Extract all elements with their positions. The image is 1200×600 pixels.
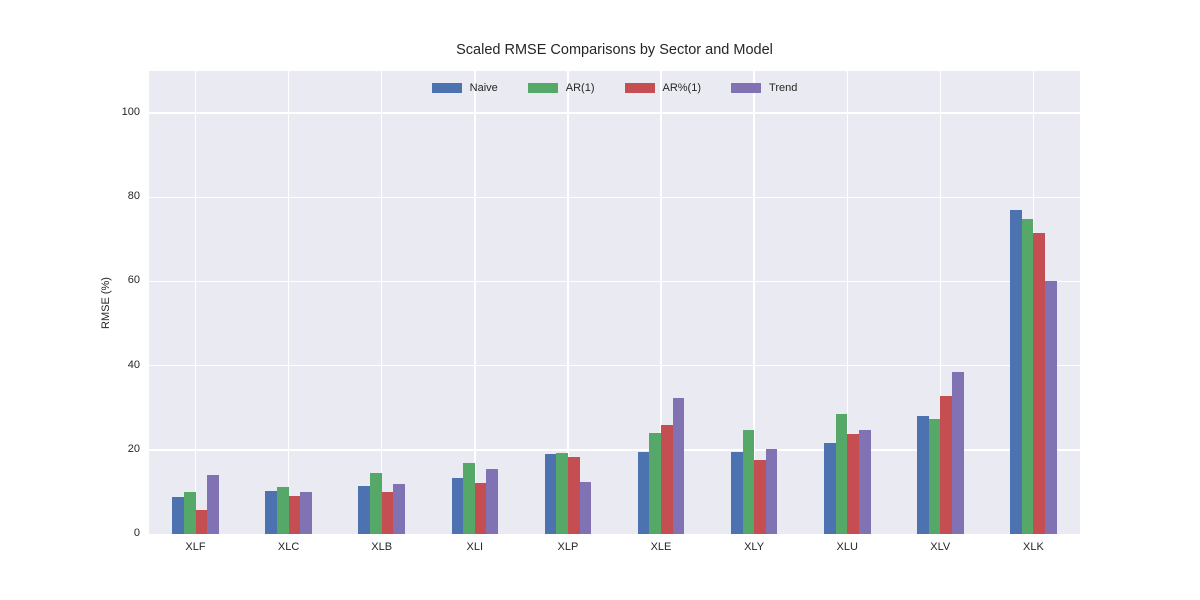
bar-XLP-Naive [544, 454, 557, 534]
gridline-horizontal [149, 449, 1080, 451]
bar-XLP-AR%(1) [567, 457, 580, 534]
bar-XLI-Naive [451, 477, 464, 534]
bar-XLB-Trend [393, 484, 405, 534]
bar-XLU-Trend [858, 429, 871, 534]
y-tick-label: 60 [127, 274, 140, 287]
y-tick-label: 100 [121, 106, 140, 119]
bar-XLU-AR(1) [835, 413, 848, 534]
x-tick-label-XLE: XLE [650, 541, 672, 553]
bar-XLV-Trend [951, 371, 964, 534]
bar-XLV-Naive [917, 416, 929, 534]
bar-XLV-AR(1) [928, 418, 941, 534]
bar-XLK-AR%(1) [1033, 233, 1046, 534]
gridline-vertical [567, 71, 569, 534]
bar-XLC-AR%(1) [288, 496, 301, 534]
bar-XLI-AR%(1) [474, 482, 487, 534]
bar-XLF-Trend [207, 475, 219, 534]
x-tick-label-XLF: XLF [185, 541, 206, 553]
gridline-horizontal [149, 280, 1080, 283]
x-tick-label-XLC: XLC [277, 541, 300, 553]
bar-XLP-AR(1) [556, 453, 568, 534]
gridline-horizontal [149, 364, 1080, 367]
bar-XLY-AR(1) [742, 429, 755, 534]
gridline-vertical [753, 71, 755, 534]
x-tick-label-XLP: XLP [557, 541, 579, 553]
bar-XLB-AR%(1) [381, 491, 394, 534]
bar-XLI-AR(1) [463, 463, 475, 534]
gridline-horizontal [149, 112, 1080, 114]
gridline-vertical [474, 71, 476, 534]
bar-XLU-Naive [823, 443, 836, 534]
bar-XLK-Naive [1010, 209, 1022, 534]
bar-XLF-Naive [172, 496, 184, 534]
bar-XLV-AR%(1) [940, 395, 952, 534]
x-tick-label-XLB: XLB [371, 541, 393, 553]
bar-XLY-Naive [730, 452, 743, 534]
gridline-vertical [287, 71, 290, 534]
x-tick-label-XLV: XLV [930, 541, 951, 553]
y-tick-label: 40 [127, 358, 140, 371]
bar-XLE-AR%(1) [661, 425, 673, 534]
gridline-vertical [660, 71, 662, 534]
y-tick-label: 20 [127, 442, 140, 455]
gridline-vertical [939, 71, 942, 534]
y-tick-label: 0 [133, 527, 140, 539]
bar-XLY-Trend [765, 449, 778, 534]
x-tick-label-XLY: XLY [744, 541, 765, 553]
bar-XLB-AR(1) [370, 473, 382, 534]
plot-area [149, 71, 1080, 534]
bar-XLK-Trend [1045, 280, 1057, 534]
bar-XLE-AR(1) [649, 433, 662, 534]
bar-XLB-Naive [358, 486, 371, 534]
bar-XLC-AR(1) [277, 487, 289, 534]
gridline-vertical [381, 71, 383, 534]
gridline-vertical [194, 71, 197, 534]
bar-XLC-Naive [265, 490, 277, 534]
bar-XLY-AR%(1) [754, 459, 766, 534]
bar-XLK-AR(1) [1021, 219, 1034, 534]
chart-title: Scaled RMSE Comparisons by Sector and Mo… [456, 42, 773, 58]
bar-XLP-Trend [579, 481, 592, 534]
gridline-horizontal [149, 196, 1080, 198]
bar-XLU-AR%(1) [847, 433, 859, 534]
x-tick-label-XLU: XLU [836, 541, 858, 553]
bar-XLF-AR(1) [183, 491, 196, 534]
x-tick-label-XLK: XLK [1022, 541, 1044, 553]
y-tick-label: 80 [127, 190, 140, 203]
bar-XLF-AR%(1) [195, 509, 208, 534]
bar-XLC-Trend [300, 491, 312, 534]
bar-XLI-Trend [486, 468, 499, 534]
bar-XLE-Naive [637, 452, 650, 534]
bar-XLE-Trend [672, 398, 685, 534]
x-tick-label-XLI: XLI [466, 541, 484, 553]
gridline-vertical [846, 71, 848, 534]
